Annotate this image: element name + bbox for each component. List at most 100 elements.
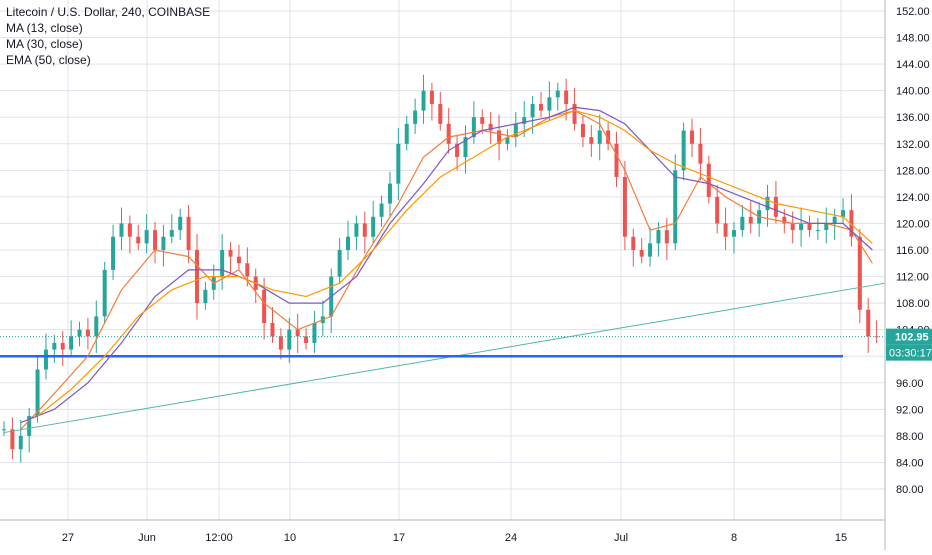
trend-line bbox=[3, 282, 886, 434]
candles bbox=[2, 74, 879, 463]
candle-body bbox=[371, 216, 376, 237]
candle-body bbox=[648, 243, 653, 257]
candle-body bbox=[429, 90, 434, 104]
candle-body bbox=[161, 236, 166, 250]
grid bbox=[0, 0, 885, 520]
candle-body bbox=[119, 223, 124, 237]
candle-body bbox=[580, 123, 585, 138]
countdown-label: 03:30:17 bbox=[889, 348, 932, 360]
candle-body bbox=[589, 137, 594, 144]
candle-body bbox=[153, 230, 158, 250]
time-tick-label: 12:00 bbox=[205, 532, 233, 544]
candle-body bbox=[530, 103, 535, 118]
candle-body bbox=[27, 415, 32, 436]
price-tick-label: 140.00 bbox=[896, 86, 930, 98]
candle-body bbox=[681, 130, 686, 171]
price-tick-label: 124.00 bbox=[896, 192, 930, 204]
candle-body bbox=[631, 236, 636, 250]
candle-body bbox=[555, 90, 560, 98]
price-tick-label: 144.00 bbox=[896, 59, 930, 71]
legend-ema50: EMA (50, close) bbox=[6, 53, 91, 67]
candle-body bbox=[77, 329, 82, 337]
price-tick-label: 116.00 bbox=[896, 245, 929, 257]
candle-body bbox=[421, 90, 426, 111]
candle-body bbox=[354, 223, 359, 237]
candle-body bbox=[614, 143, 619, 177]
price-tick-label: 92.00 bbox=[896, 404, 924, 416]
countdown-badge bbox=[886, 344, 932, 361]
price-tick-label: 152.00 bbox=[896, 6, 930, 18]
price-tick-label: 88.00 bbox=[896, 431, 924, 443]
candle-body bbox=[698, 143, 703, 164]
candle-body bbox=[337, 250, 342, 277]
indicator-lines bbox=[0, 106, 886, 434]
price-tick-label: 128.00 bbox=[896, 165, 930, 177]
candle-body bbox=[832, 216, 837, 224]
candle-body bbox=[866, 309, 871, 337]
candle-body bbox=[102, 269, 107, 317]
candle-body bbox=[136, 236, 141, 244]
time-tick-label: 24 bbox=[505, 532, 517, 544]
ma30-line bbox=[20, 106, 873, 424]
time-tick-label: 17 bbox=[393, 532, 405, 544]
time-tick-label: 15 bbox=[835, 532, 847, 544]
candle-body bbox=[287, 329, 292, 350]
candle-body bbox=[538, 103, 543, 111]
candle-body bbox=[513, 123, 518, 138]
price-tick-label: 112.00 bbox=[896, 272, 929, 284]
time-tick-label: 27 bbox=[62, 532, 74, 544]
candle-body bbox=[723, 223, 728, 237]
candle-body bbox=[471, 117, 476, 138]
candle-body bbox=[505, 137, 510, 144]
price-tick-label: 96.00 bbox=[896, 378, 924, 390]
candle-body bbox=[782, 216, 787, 224]
price-tick-label: 136.00 bbox=[896, 112, 930, 124]
candle-body bbox=[10, 429, 15, 450]
legend-symbol: Litecoin / U.S. Dollar, 240, COINBASE bbox=[6, 5, 211, 19]
candle-body bbox=[270, 323, 275, 337]
candle-body bbox=[731, 230, 736, 237]
candle-body bbox=[497, 130, 502, 144]
candle-body bbox=[773, 196, 778, 217]
time-tick-label: 10 bbox=[284, 532, 296, 544]
candle-body bbox=[438, 103, 443, 124]
last-price-badge bbox=[886, 328, 932, 345]
price-tick-label: 84.00 bbox=[896, 457, 924, 469]
ma13-line bbox=[20, 109, 873, 430]
candle-body bbox=[379, 203, 384, 217]
candle-body bbox=[203, 289, 208, 304]
candle-body bbox=[144, 230, 149, 244]
price-tick-label: 120.00 bbox=[896, 218, 930, 230]
candle-body bbox=[664, 230, 669, 244]
candle-body bbox=[178, 216, 183, 231]
candle-body bbox=[43, 349, 48, 370]
candle-body bbox=[606, 130, 611, 144]
price-tick-label: 80.00 bbox=[896, 484, 924, 496]
candle-body bbox=[312, 323, 317, 343]
candle-body bbox=[85, 329, 90, 337]
candle-body bbox=[463, 137, 468, 158]
candle-body bbox=[572, 103, 577, 124]
candle-body bbox=[706, 163, 711, 197]
candle-body bbox=[262, 289, 267, 324]
candle-body bbox=[169, 230, 174, 237]
candle-body bbox=[715, 196, 720, 224]
candle-body bbox=[673, 170, 678, 244]
price-tick-label: 108.00 bbox=[896, 298, 930, 310]
candle-body bbox=[841, 210, 846, 217]
candle-body bbox=[404, 123, 409, 144]
candle-body bbox=[194, 250, 199, 304]
candle-body bbox=[765, 196, 770, 211]
candle-body bbox=[111, 236, 116, 270]
time-tick-label: Jul bbox=[614, 532, 628, 544]
legend: Litecoin / U.S. Dollar, 240, COINBASE MA… bbox=[6, 4, 210, 68]
ema50-line bbox=[37, 109, 873, 417]
candle-body bbox=[522, 117, 527, 124]
candle-body bbox=[488, 123, 493, 131]
price-tick-label: 148.00 bbox=[896, 33, 930, 45]
candle-body bbox=[346, 236, 351, 250]
candle-body bbox=[849, 210, 854, 237]
candle-body bbox=[52, 342, 57, 350]
